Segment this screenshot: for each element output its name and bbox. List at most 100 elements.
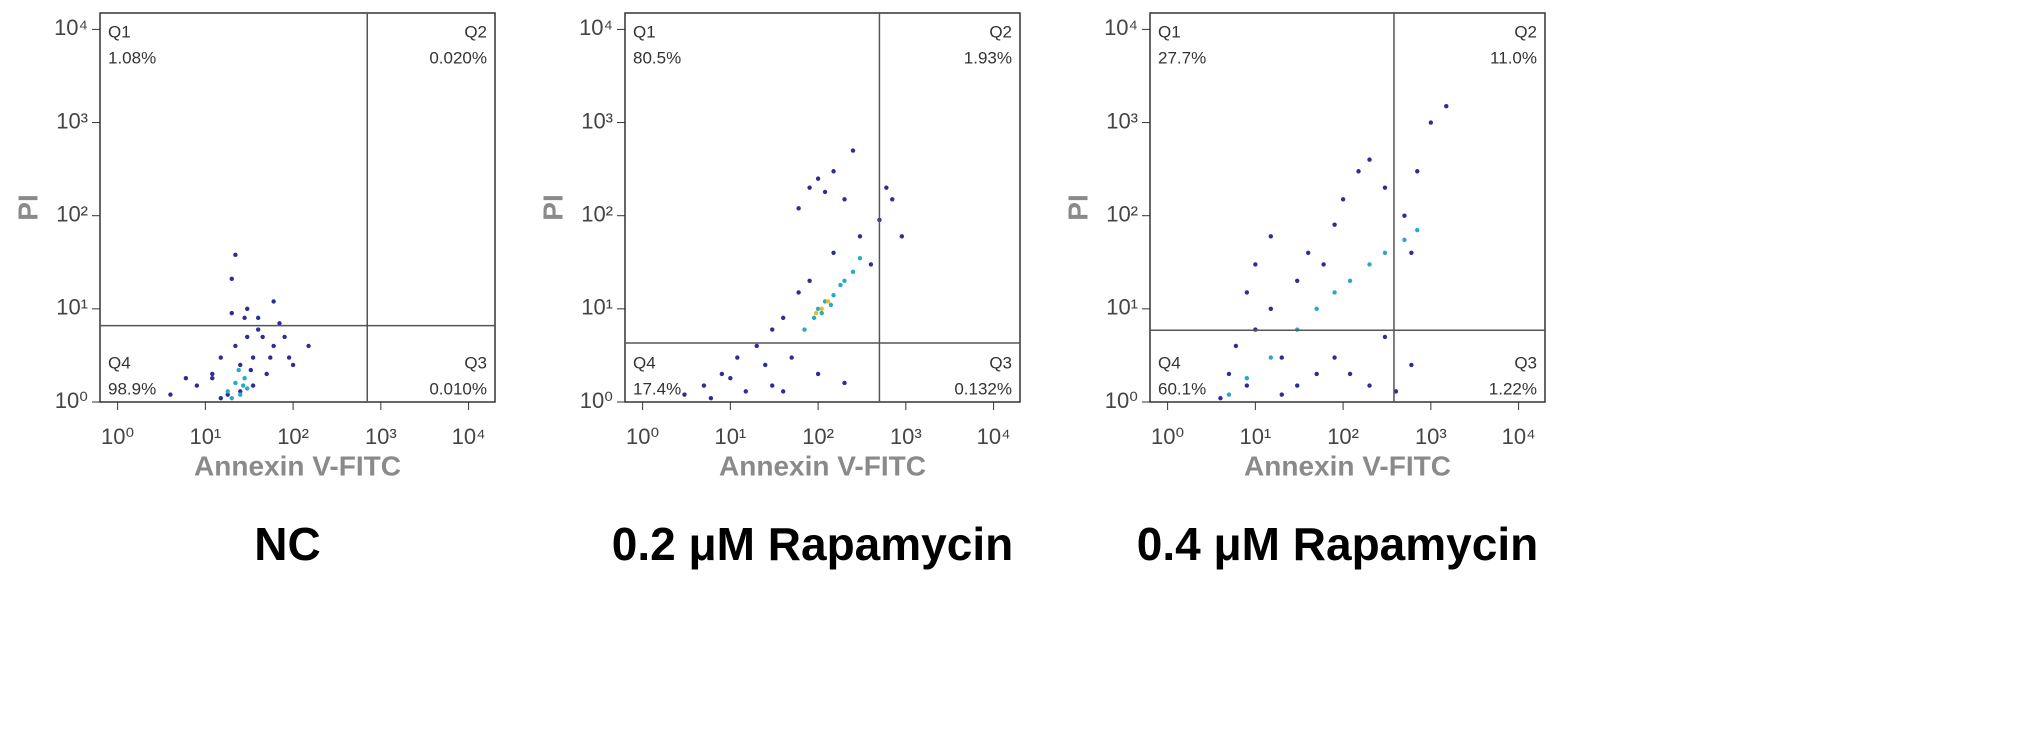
point — [238, 392, 243, 397]
quadrant-name: Q1 — [633, 22, 656, 41]
quadrant-percent: 80.5% — [633, 48, 681, 67]
point — [1409, 362, 1414, 368]
point — [229, 310, 234, 316]
point — [271, 343, 276, 349]
point — [857, 255, 863, 261]
x-tick-label: 10¹ — [1239, 424, 1271, 449]
point — [233, 380, 238, 386]
point — [1382, 250, 1388, 255]
point — [1279, 392, 1284, 397]
x-tick-label: 10⁰ — [101, 424, 134, 449]
point — [842, 278, 847, 284]
point — [1226, 392, 1232, 397]
quadrant-percent: 0.132% — [954, 379, 1012, 398]
point — [218, 395, 224, 401]
point — [1356, 169, 1361, 174]
point — [754, 343, 759, 349]
x-tick-label: 10³ — [1415, 424, 1447, 449]
point — [1382, 185, 1388, 190]
point — [819, 306, 824, 312]
point — [248, 367, 254, 373]
plot-frame — [1149, 12, 1546, 403]
point — [796, 206, 801, 211]
point — [277, 321, 282, 326]
point — [780, 315, 786, 321]
x-tick-label: 10¹ — [189, 424, 221, 449]
point — [1268, 306, 1274, 312]
point — [822, 299, 828, 304]
point — [1409, 250, 1414, 255]
y-tick-label: 10⁴ — [1104, 15, 1138, 40]
x-tick-label: 10² — [277, 424, 309, 449]
point — [815, 371, 821, 377]
point — [1279, 355, 1284, 360]
point — [1428, 120, 1434, 125]
point — [796, 290, 801, 295]
point — [1244, 383, 1250, 388]
point — [1402, 237, 1407, 243]
point — [842, 197, 847, 202]
x-tick-label: 10⁴ — [1502, 424, 1536, 449]
point — [825, 299, 831, 304]
point — [1295, 383, 1300, 388]
y-tick-label: 10¹ — [1106, 295, 1138, 320]
quadrant-percent: 1.93% — [964, 48, 1012, 67]
point — [255, 327, 261, 332]
point — [241, 383, 246, 388]
y-tick-label: 10⁰ — [1105, 388, 1138, 413]
point — [735, 355, 740, 360]
point — [807, 185, 812, 190]
point — [828, 302, 834, 308]
point — [168, 392, 173, 397]
point — [233, 252, 238, 258]
point — [1340, 197, 1346, 202]
point — [225, 392, 230, 397]
point — [1347, 278, 1353, 284]
point — [701, 383, 707, 388]
point — [1367, 157, 1372, 162]
point — [229, 276, 234, 282]
point — [811, 315, 817, 321]
y-axis-label: PI — [1062, 194, 1093, 220]
x-tick-label: 10⁰ — [626, 424, 659, 449]
point — [225, 389, 230, 394]
point — [819, 310, 824, 316]
quadrant-percent: 11.0% — [1490, 48, 1537, 67]
point — [245, 386, 250, 391]
point — [890, 197, 895, 202]
quadrant-percent: 1.08% — [108, 48, 156, 67]
point — [233, 343, 238, 349]
point — [850, 269, 856, 274]
quadrant-name: Q1 — [1158, 22, 1181, 41]
quadrant-percent: 0.020% — [429, 48, 487, 67]
point — [899, 234, 905, 239]
point — [271, 299, 276, 304]
point — [728, 376, 733, 381]
point — [682, 392, 687, 397]
quadrant-name: Q3 — [989, 353, 1012, 372]
panel-caption: NC — [254, 518, 320, 570]
quadrant-percent: 17.4% — [633, 379, 681, 398]
point — [1347, 371, 1353, 377]
y-tick-label: 10³ — [581, 108, 613, 133]
quadrant-name: Q4 — [108, 353, 131, 372]
point — [857, 234, 863, 239]
quadrant-name: Q4 — [633, 353, 656, 372]
point — [1253, 262, 1258, 267]
point — [1415, 169, 1420, 174]
point — [1314, 371, 1319, 377]
point — [831, 293, 836, 298]
point — [255, 315, 261, 321]
point — [264, 371, 269, 377]
point — [286, 355, 292, 360]
point — [770, 383, 775, 388]
point — [1314, 306, 1319, 312]
point — [1295, 278, 1300, 284]
point — [719, 371, 725, 377]
point — [210, 371, 215, 377]
point — [1367, 262, 1372, 267]
point — [268, 355, 273, 360]
point — [238, 389, 243, 394]
point — [242, 376, 247, 381]
